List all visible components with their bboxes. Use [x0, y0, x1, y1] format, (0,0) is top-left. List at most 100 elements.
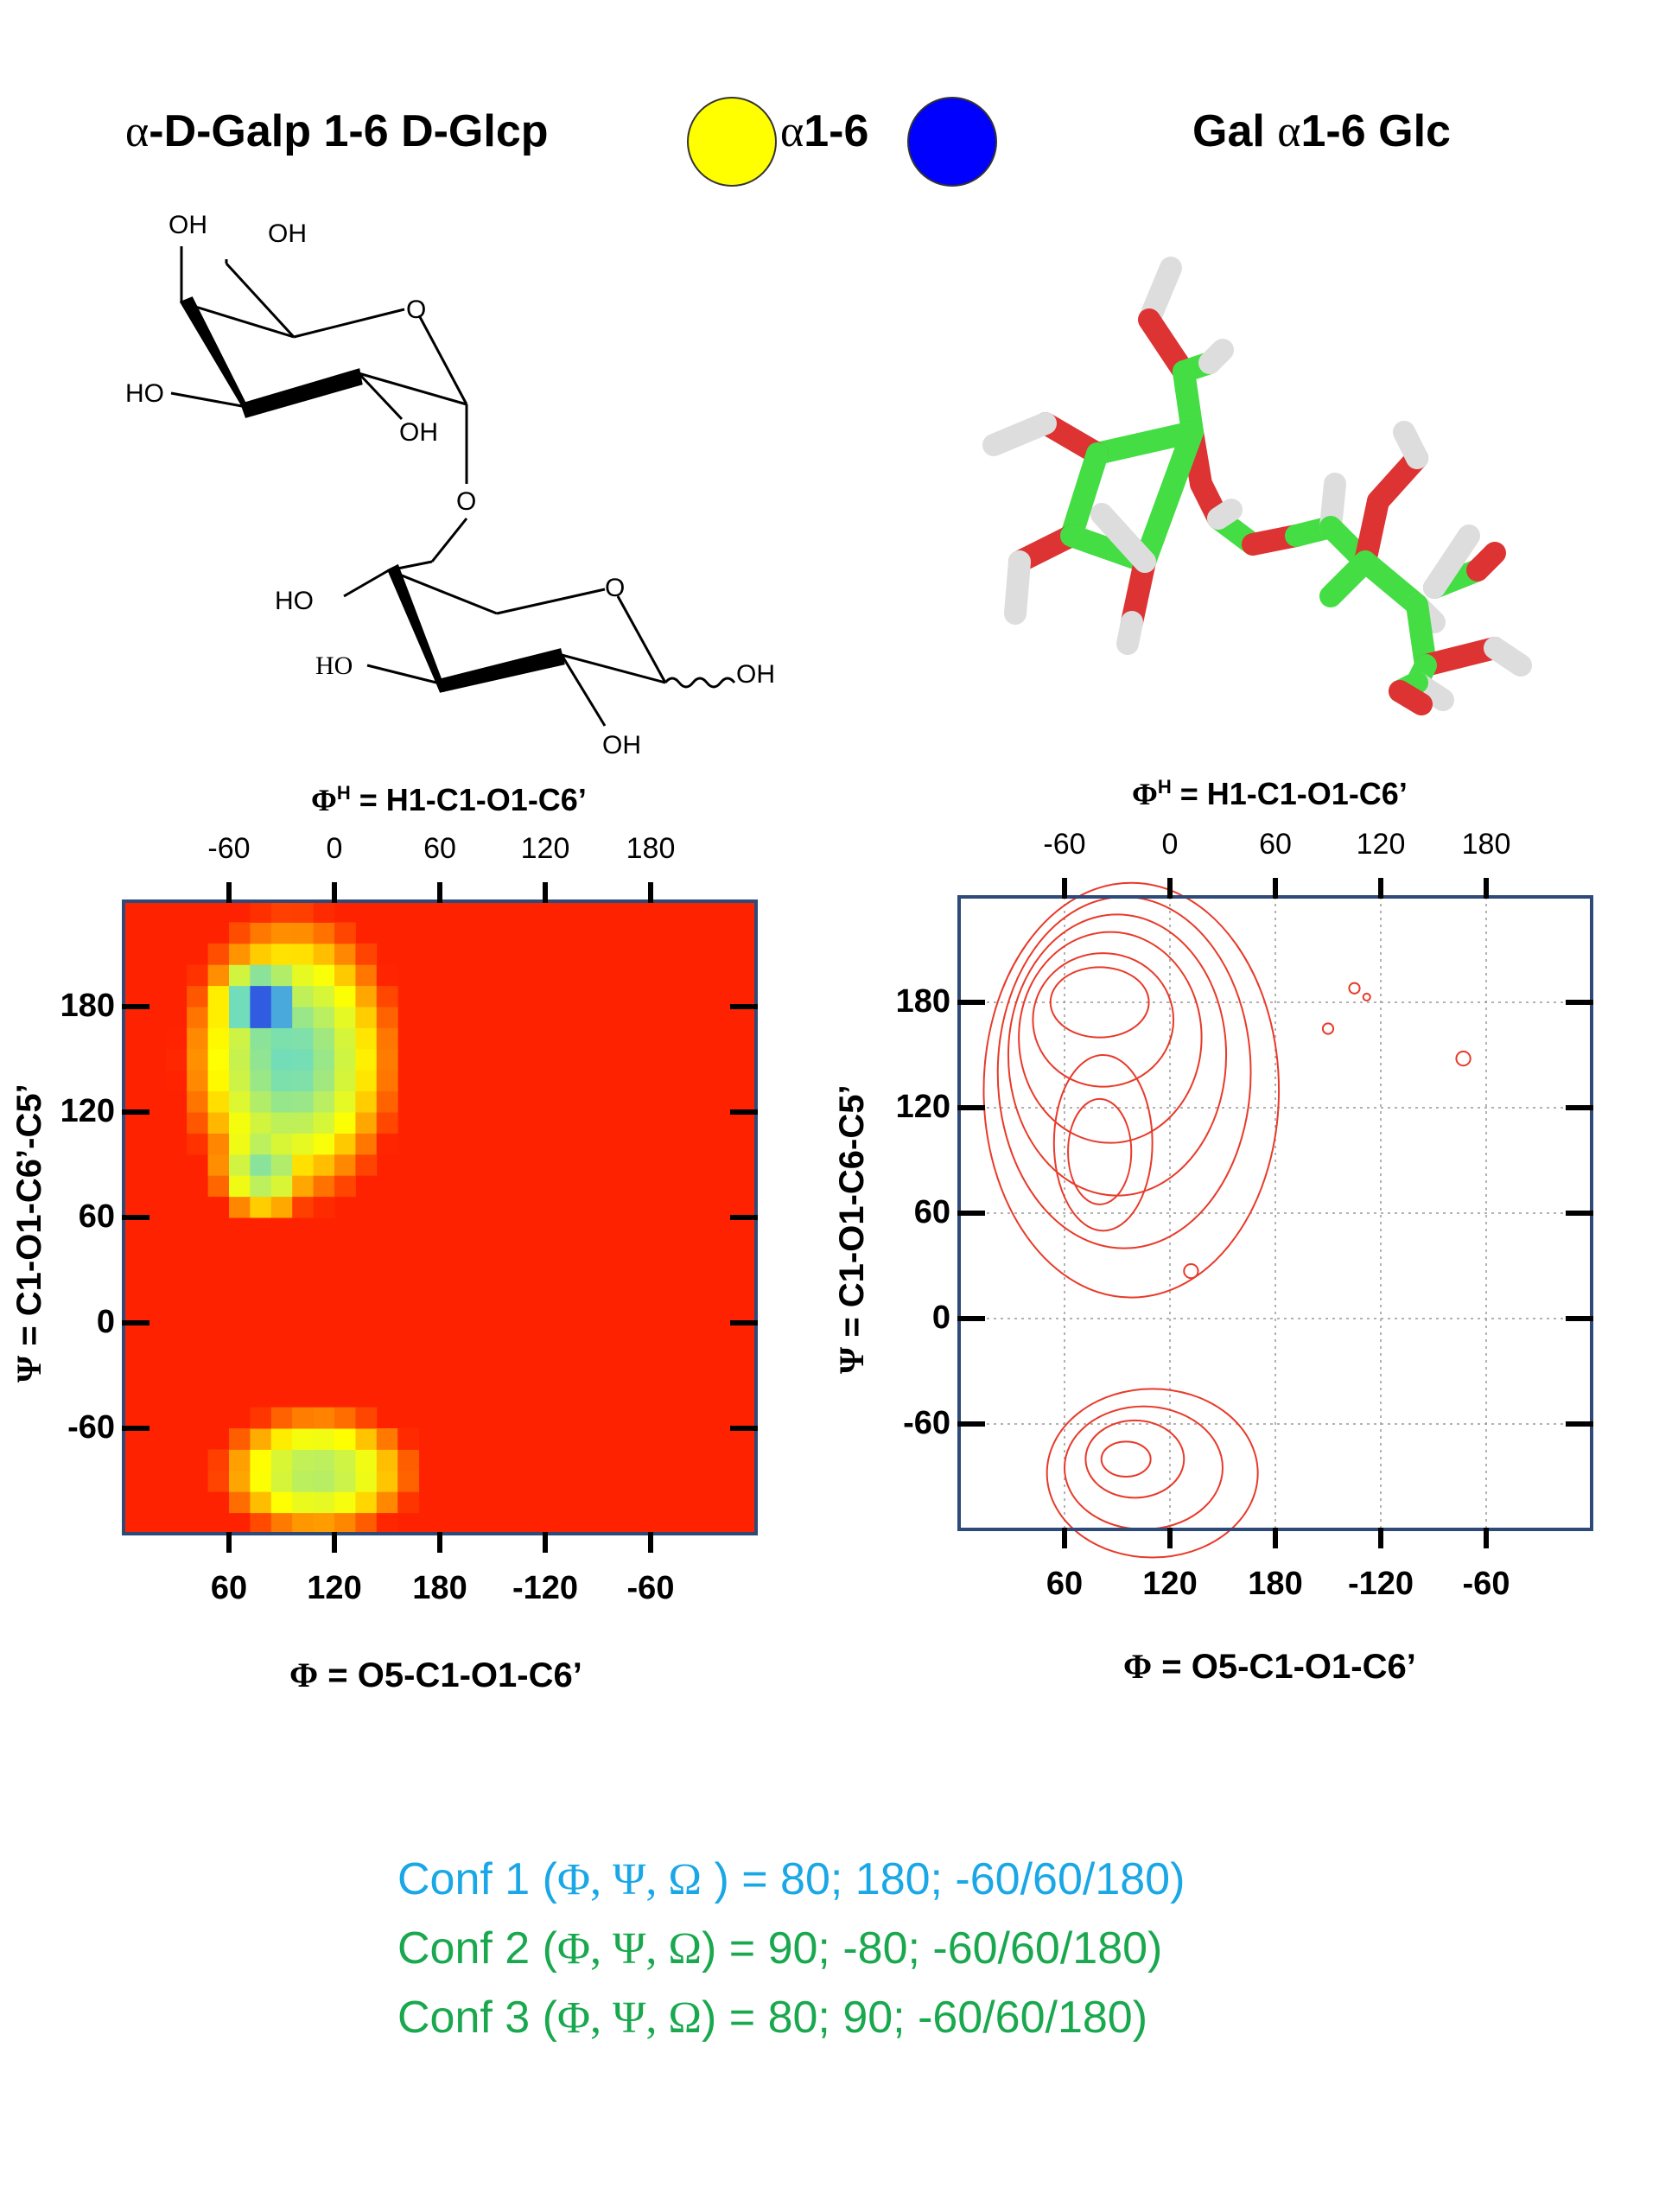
heatmap-cell	[334, 1428, 356, 1450]
heatmap-cell	[207, 1470, 230, 1492]
heatmap-cell	[376, 985, 398, 1007]
heatmap-cell	[229, 1027, 251, 1050]
heatmap-cell	[292, 1154, 315, 1176]
heatmap-cell	[270, 985, 293, 1007]
heatmap-cell	[313, 922, 335, 944]
heatmap-cell	[334, 985, 356, 1007]
contour-bottom-axis-title: Φ = O5-C1-O1-C6’	[1123, 1646, 1416, 1687]
y-tick-label: 0	[931, 1300, 950, 1336]
contour-line	[982, 881, 1281, 1299]
contour-bottom-axis-text: = O5-C1-O1-C6’	[1152, 1648, 1416, 1686]
heatmap-cell	[292, 985, 315, 1007]
heatmap-cell	[355, 1470, 378, 1492]
heatmap-cell	[207, 1112, 230, 1134]
heatmap-cell	[229, 1470, 251, 1492]
bottom-tick-label: 180	[412, 1570, 467, 1606]
heatmap-cell	[313, 964, 335, 987]
heatmap-cell	[355, 943, 378, 965]
conformation-label: Conf 1 (	[397, 1854, 557, 1904]
oh-label: OH	[268, 219, 307, 248]
heatmap-cell	[292, 922, 315, 944]
heatmap-cell	[165, 1070, 188, 1092]
heatmap-cell	[313, 1090, 335, 1113]
heatmap-cell	[355, 1428, 378, 1450]
y-tick-label: 60	[78, 1198, 115, 1235]
conformation-values: ) = 80; 90; -60/60/180)	[702, 1993, 1148, 2043]
heatmap-cell	[292, 1027, 315, 1050]
heatmap-cell	[355, 1112, 378, 1134]
alpha-symbol: α	[125, 107, 149, 156]
heatmap-cell	[376, 1112, 398, 1134]
conformation-3: Conf 3 (Φ, Ψ, Ω) = 80; 90; -60/60/180)	[397, 1992, 1147, 2044]
heatmap-cell	[250, 985, 272, 1007]
heatmap-cell	[397, 1449, 420, 1471]
y-tick-label: 60	[913, 1194, 950, 1230]
title-right-text: 1-6 Glc	[1300, 106, 1451, 156]
heatmap-cell	[334, 922, 356, 944]
heatmap-cell	[355, 985, 378, 1007]
heatmap-cell	[250, 1133, 272, 1155]
heatmap-cell	[187, 1027, 209, 1050]
heatmap-cell	[165, 1048, 188, 1071]
heatmap-cell	[313, 1470, 335, 1492]
heatmap-cell	[334, 943, 356, 965]
heatmap-cells	[165, 901, 420, 1535]
heatmap-cell	[313, 1133, 335, 1155]
heatmap-cell	[376, 1090, 398, 1113]
heatmap-cell	[250, 964, 272, 987]
oh-label: OH	[168, 211, 207, 239]
heatmap-cell	[334, 1175, 356, 1198]
heatmap-cell	[229, 1048, 251, 1071]
top-tick-label: -60	[207, 832, 251, 865]
y-tick-label: -60	[67, 1409, 115, 1446]
heatmap-cell	[376, 1512, 398, 1535]
heatmap-cell	[229, 1133, 251, 1155]
top-tick-label: 60	[423, 832, 456, 865]
bottom-tick-label: -60	[626, 1570, 675, 1606]
heatmap-cell	[270, 1407, 293, 1429]
heatmap-cell	[355, 1007, 378, 1028]
top-tick-label: 0	[326, 832, 343, 865]
heatmap-cell	[355, 1512, 378, 1535]
heatmap-cell	[250, 1112, 272, 1134]
heatmap-cell	[292, 1048, 315, 1071]
conformation-values: ) = 80; 180; -60/60/180)	[702, 1854, 1185, 1904]
heatmap-cell	[313, 1449, 335, 1471]
y-tick-label: -60	[903, 1405, 950, 1441]
heatmap-cell	[292, 943, 315, 965]
heatmap-cell	[270, 1070, 293, 1092]
heatmap-cell	[334, 1112, 356, 1134]
top-tick-label: 0	[1161, 828, 1179, 861]
bottom-tick-label: 60	[1046, 1566, 1084, 1602]
contour-line	[1052, 1054, 1154, 1232]
heatmap-cell	[292, 1196, 315, 1218]
heatmap-cell	[313, 985, 335, 1007]
psi-symbol: Ψ	[832, 1346, 871, 1374]
heatmap-cell	[376, 1133, 398, 1155]
y-tick-label: 180	[60, 988, 115, 1024]
heatmap-cell	[292, 1175, 315, 1198]
heatmap-cell	[376, 1070, 398, 1092]
ho-label: HO	[275, 587, 314, 615]
heatmap-cell	[207, 1027, 230, 1050]
heatmap-cell	[207, 1090, 230, 1113]
bottom-tick-label: 120	[307, 1570, 362, 1606]
heatmap-cell	[207, 964, 230, 987]
heatmap-cell	[229, 1112, 251, 1134]
heatmap-cell	[187, 1070, 209, 1092]
heatmap-cell	[207, 1175, 230, 1198]
heatmap-cell	[292, 1133, 315, 1155]
contour-line	[1362, 992, 1371, 1001]
heatmap-cell	[187, 1007, 209, 1028]
heatmap-cell	[187, 1090, 209, 1113]
heatmap-cell	[187, 964, 209, 987]
heatmap-cell	[376, 1491, 398, 1514]
heatmap-cell	[270, 1470, 293, 1492]
heatmap-cell	[334, 1048, 356, 1071]
contour-line	[1321, 1022, 1335, 1035]
heatmap-cell	[250, 1470, 272, 1492]
contour-y-axis-title: Ψ = C1-O1-C6-C5’	[831, 1084, 872, 1374]
heatmap-cell	[250, 901, 272, 923]
